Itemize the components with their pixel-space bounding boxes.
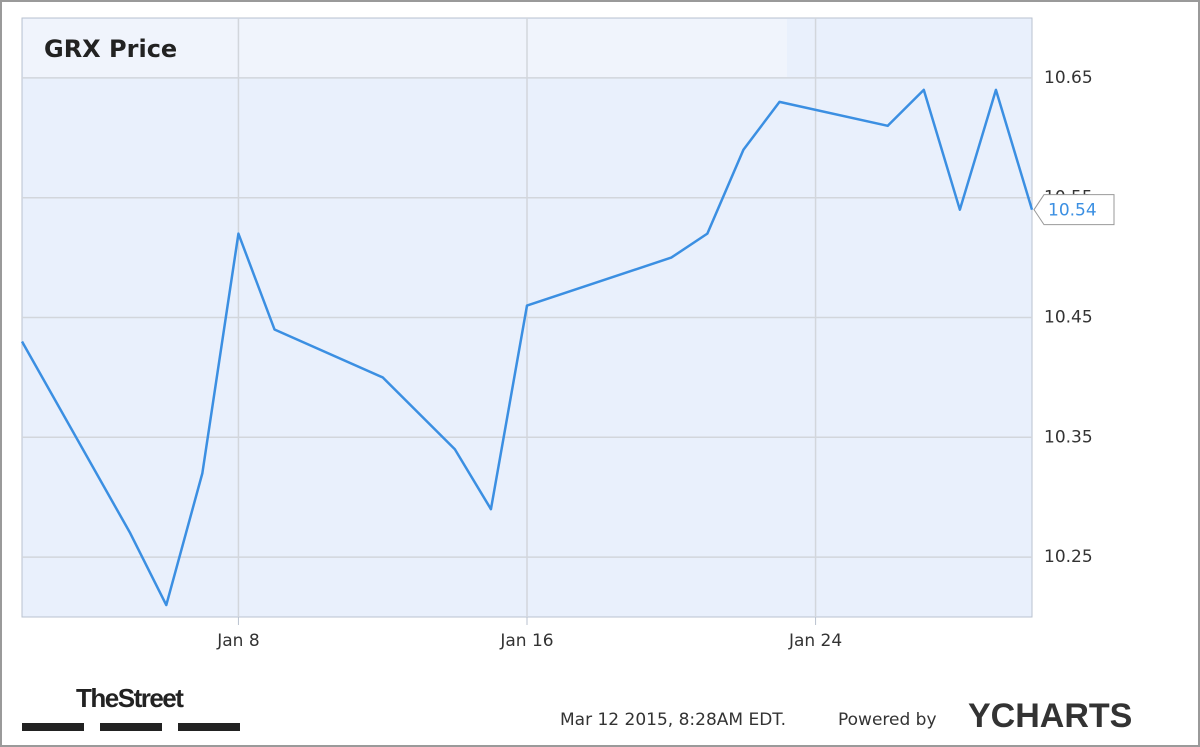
timestamp: Mar 12 2015, 8:28AM EDT.	[560, 710, 786, 730]
y-tick-label: 10.45	[1044, 308, 1093, 328]
x-tick-label: Jan 24	[788, 631, 842, 651]
x-tick-label: Jan 16	[499, 631, 553, 651]
y-tick-label: 10.65	[1044, 68, 1093, 88]
y-tick-label: 10.35	[1044, 427, 1093, 447]
logo-bar	[22, 723, 84, 731]
brand-logo: TheStreet	[76, 683, 184, 713]
last-value-callout	[1033, 194, 1115, 226]
title-band	[23, 19, 787, 77]
last-value-label: 10.54	[1048, 201, 1097, 221]
powered-by: Powered by	[838, 710, 937, 730]
y-tick-label: 10.25	[1044, 547, 1093, 567]
logo-bar	[178, 723, 240, 731]
chart-title: GRX Price	[44, 35, 177, 63]
price-line	[20, 88, 1034, 607]
x-tick-label: Jan 8	[216, 631, 259, 651]
provider-logo: YCHARTS	[968, 697, 1132, 735]
logo-bar	[100, 723, 162, 731]
